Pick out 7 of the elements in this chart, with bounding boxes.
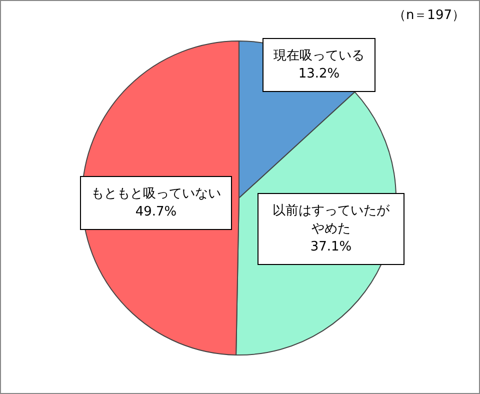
text: （n＝197） (392, 8, 466, 23)
slice-label: 以前はすっていたがやめた (272, 204, 390, 236)
data-label: 13.2% (298, 66, 340, 82)
slice-label: 現在吸っている (274, 48, 364, 64)
data-label: 37.1% (310, 240, 352, 254)
slice-label: もともと吸っていない (91, 186, 221, 202)
data-label: 49.7% (135, 204, 177, 220)
